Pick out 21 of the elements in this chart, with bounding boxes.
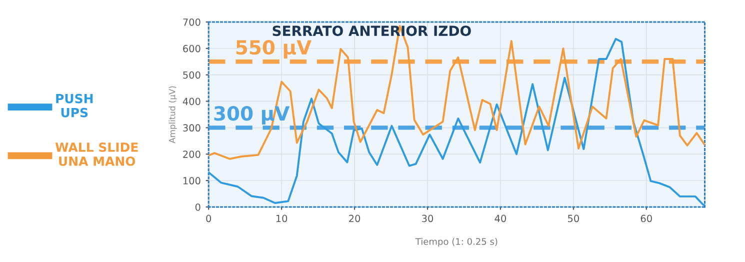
- y-tick-label: 400: [182, 98, 200, 106]
- legend-label: PUSH UPS: [56, 94, 93, 118]
- x-tick-label: 0: [206, 214, 212, 222]
- y-tick-label: 0: [195, 203, 200, 211]
- x-tick-label: 10: [276, 214, 288, 222]
- x-tick-label: 40: [494, 214, 506, 222]
- x-tick-label: 30: [422, 214, 434, 222]
- legend-label: WALL SLIDE UNA MANO: [55, 142, 138, 166]
- y-tick-label: 600: [183, 44, 200, 52]
- y-axis-title: Amplitud (µV): [168, 86, 177, 144]
- x-tick-label: 50: [568, 214, 579, 222]
- x-tick-label: 60: [640, 214, 652, 222]
- y-tick-label: 200: [183, 150, 200, 158]
- y-tick-label: 700: [183, 18, 200, 26]
- ref-line-label: 550 µV: [236, 40, 312, 58]
- y-tick-label: 300: [183, 124, 200, 132]
- y-tick-label: 100: [183, 177, 200, 184]
- x-tick-label: 20: [349, 214, 360, 222]
- y-tick-label: 500: [183, 71, 200, 79]
- line-series: [208, 24, 705, 160]
- x-axis-title: Tiempo (1: 0.25 s): [415, 238, 498, 247]
